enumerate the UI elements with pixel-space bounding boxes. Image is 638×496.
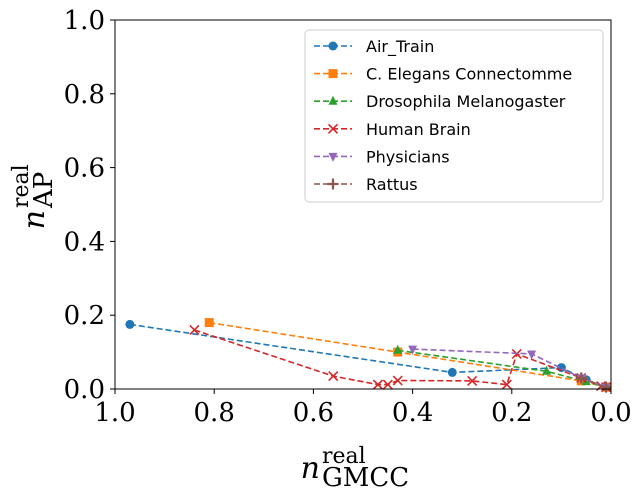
data-point-human-brain xyxy=(372,379,383,390)
legend-label: Drosophila Melanogaster xyxy=(366,92,566,111)
legend-marker xyxy=(327,178,339,190)
data-point-drosophila-melanogaster xyxy=(542,365,552,375)
y-tick-label: 1.0 xyxy=(64,6,105,36)
y-axis-label-base: n xyxy=(17,210,52,229)
legend-marker xyxy=(328,95,338,105)
legend-entries: Air_Train C. Elegans Connectomme Drosophil… xyxy=(314,37,572,194)
plot-frame xyxy=(114,19,612,390)
x-tick-label: 0.0 xyxy=(590,398,631,428)
data-point-air-train xyxy=(125,319,135,329)
legend-marker xyxy=(328,69,338,79)
ticks-layer: 1.0 0.8 0.6 0.4 0.2 0.0 0.0 0.2 0.4 0.6 0.8 1.0 xyxy=(64,6,632,428)
series-line-rattus xyxy=(580,377,607,388)
data-point-air-train xyxy=(447,367,457,377)
data-point-rattus xyxy=(600,381,612,393)
data-point-c-elegans-connectomme xyxy=(204,318,214,328)
legend-item-air-train: Air_Train xyxy=(314,37,434,57)
legend-item-c-elegans-connectomme: C. Elegans Connectomme xyxy=(314,65,572,84)
y-tick-label: 0.0 xyxy=(64,375,105,405)
legend-label: Physicians xyxy=(366,147,450,166)
series-line-c-elegans-connectomme xyxy=(209,321,607,388)
x-tick-label: 0.2 xyxy=(491,398,532,428)
series-c-elegans-connectomme xyxy=(204,318,611,392)
series-line-physicians xyxy=(412,348,607,388)
series-line-human-brain xyxy=(194,329,607,388)
series-rattus xyxy=(575,372,612,393)
x-axis-label-sub: GMCC xyxy=(322,463,409,493)
y-axis-label: n real AP xyxy=(9,164,59,229)
data-point-human-brain xyxy=(392,375,403,386)
legend-marker xyxy=(327,123,339,134)
data-point-drosophila-melanogaster xyxy=(393,344,403,354)
x-tick-label: 1.0 xyxy=(94,398,135,428)
x-axis-label: n real GMCC xyxy=(301,444,410,493)
legend-item-human-brain: Human Brain xyxy=(314,120,471,139)
legend-label: Human Brain xyxy=(366,120,471,139)
y-axis-label-sub: AP xyxy=(29,172,59,209)
x-axis-label-sup: real xyxy=(322,444,366,469)
legend-label: C. Elegans Connectomme xyxy=(366,65,572,84)
x-tick-label: 0.6 xyxy=(293,398,334,428)
data-point-human-brain xyxy=(189,324,200,336)
data-point-physicians xyxy=(527,350,537,360)
data-point-human-brain xyxy=(467,375,478,386)
legend-label: Air_Train xyxy=(366,37,434,57)
y-tick-label: 0.4 xyxy=(64,227,105,257)
legend-marker xyxy=(328,41,338,51)
x-tick-label: 0.8 xyxy=(194,398,235,428)
x-tick-label: 0.4 xyxy=(392,398,433,428)
y-tick-label: 0.6 xyxy=(64,154,105,184)
data-point-human-brain xyxy=(501,379,512,390)
series-line-drosophila-melanogaster xyxy=(397,349,607,388)
y-axis-label-sup: real xyxy=(9,164,34,208)
series-layer xyxy=(125,318,612,393)
x-axis-label-base: n xyxy=(301,451,320,486)
y-tick-label: 0.8 xyxy=(64,80,105,110)
data-point-physicians xyxy=(408,345,418,355)
legend-item-rattus: Rattus xyxy=(314,175,418,194)
legend-frame xyxy=(304,29,604,203)
y-tick-label: 0.2 xyxy=(64,301,105,331)
legend-label: Rattus xyxy=(366,175,418,194)
data-point-human-brain xyxy=(382,379,393,390)
legend: Air_Train C. Elegans Connectomme Drosophil… xyxy=(304,29,604,203)
data-point-rattus xyxy=(575,372,587,384)
series-human-brain xyxy=(189,324,612,393)
data-point-human-brain xyxy=(328,371,339,382)
legend-item-physicians: Physicians xyxy=(314,147,450,166)
legend-marker xyxy=(328,152,338,162)
legend-item-drosophila-melanogaster: Drosophila Melanogaster xyxy=(314,92,566,111)
